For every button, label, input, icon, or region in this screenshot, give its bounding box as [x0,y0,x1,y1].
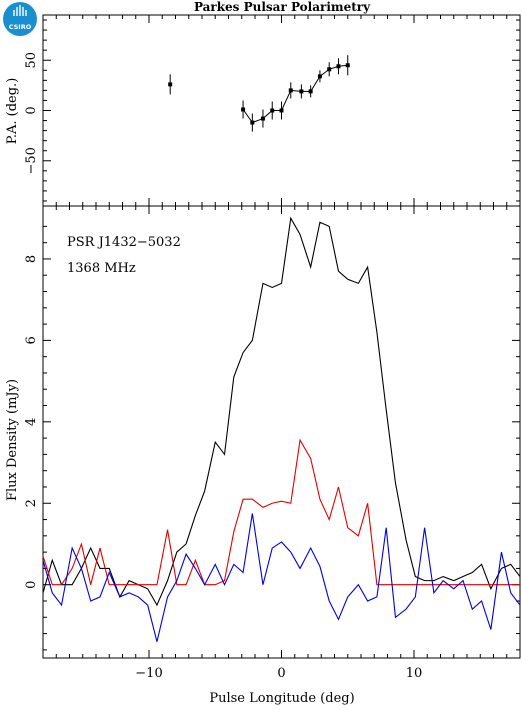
pa-point [336,64,341,69]
csiro-logo-wordmark: CSIRO [9,23,32,31]
pa-point [260,116,265,121]
csiro-logo-circle [3,2,37,36]
pa-point [250,120,255,125]
pa-point [279,108,284,113]
flux-y-axis-label: Flux Density (mJy) [5,379,20,501]
pa-y-tick-label: 0 [24,106,39,114]
frequency-annotation: 1368 MHz [67,261,136,276]
pa-point [299,89,304,94]
flux-y-tick-label: 8 [24,255,39,263]
total-intensity-line [42,216,521,607]
pa-point [270,108,275,113]
flux-y-tick-label: 4 [24,418,39,426]
csiro-logo-mark [13,5,27,16]
flux-y-tick-label: 2 [24,499,39,507]
pa-point [317,74,322,79]
flux-x-tick-labels: −10 0 10 [135,666,422,681]
pa-point [327,67,332,72]
flux-panel: 0 2 4 6 8 −10 0 10 Flux Density (mJy) Pulse Lo… [5,205,521,706]
pa-point [308,89,313,94]
x-axis-label: Pulse Longitude (deg) [209,691,354,706]
pa-panel: 50 0 −50 P.A. (deg.) [5,14,521,207]
flux-y-tick-label: 6 [24,336,39,344]
pa-data-series [168,55,350,132]
circular-polarization-line [42,513,521,642]
flux-data-series [42,216,521,642]
flux-y-tick-label: 0 [24,581,39,589]
pa-point [345,63,350,68]
x-tick-label: 0 [277,666,285,681]
pa-point [288,88,293,93]
flux-ticks [42,206,521,658]
pa-y-tick-label: −50 [24,147,39,174]
x-tick-label: −10 [135,666,162,681]
pulsar-name-annotation: PSR J1432−5032 [67,235,181,250]
flux-y-tick-labels: 0 2 4 6 8 [24,255,39,589]
csiro-logo: CSIRO [3,2,37,36]
x-tick-label: 10 [406,666,423,681]
pa-ticks [42,15,521,206]
pa-point [241,107,246,112]
pa-y-tick-label: 50 [24,52,39,69]
pa-y-tick-labels: 50 0 −50 [24,52,39,175]
chart-title: Parkes Pulsar Polarimetry [194,0,371,14]
pa-point [168,82,173,87]
pa-y-axis-label: P.A. (deg.) [5,78,20,145]
